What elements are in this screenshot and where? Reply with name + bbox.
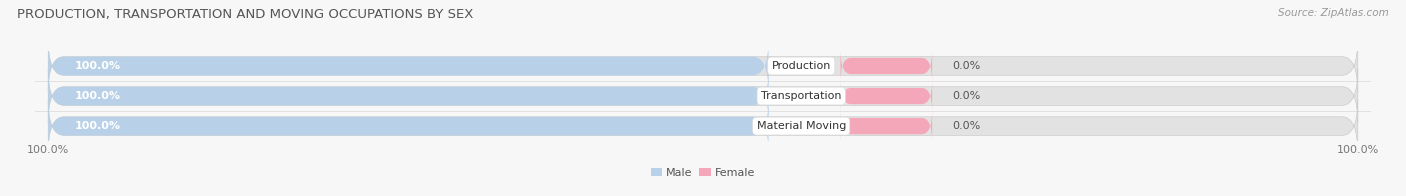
Legend: Male, Female: Male, Female [647, 163, 759, 182]
FancyBboxPatch shape [48, 99, 769, 153]
FancyBboxPatch shape [48, 39, 1358, 93]
Text: Source: ZipAtlas.com: Source: ZipAtlas.com [1278, 8, 1389, 18]
FancyBboxPatch shape [841, 50, 932, 82]
Text: Production: Production [772, 61, 831, 71]
Text: Transportation: Transportation [761, 91, 841, 101]
Text: PRODUCTION, TRANSPORTATION AND MOVING OCCUPATIONS BY SEX: PRODUCTION, TRANSPORTATION AND MOVING OC… [17, 8, 474, 21]
FancyBboxPatch shape [841, 80, 932, 112]
Text: 0.0%: 0.0% [952, 121, 980, 131]
FancyBboxPatch shape [48, 69, 769, 123]
Text: Material Moving: Material Moving [756, 121, 846, 131]
FancyBboxPatch shape [48, 69, 1358, 123]
Text: 100.0%: 100.0% [75, 91, 121, 101]
Text: 100.0%: 100.0% [75, 61, 121, 71]
Text: 100.0%: 100.0% [75, 121, 121, 131]
Text: 0.0%: 0.0% [952, 91, 980, 101]
FancyBboxPatch shape [48, 39, 769, 93]
Text: 0.0%: 0.0% [952, 61, 980, 71]
FancyBboxPatch shape [841, 110, 932, 142]
FancyBboxPatch shape [48, 99, 1358, 153]
